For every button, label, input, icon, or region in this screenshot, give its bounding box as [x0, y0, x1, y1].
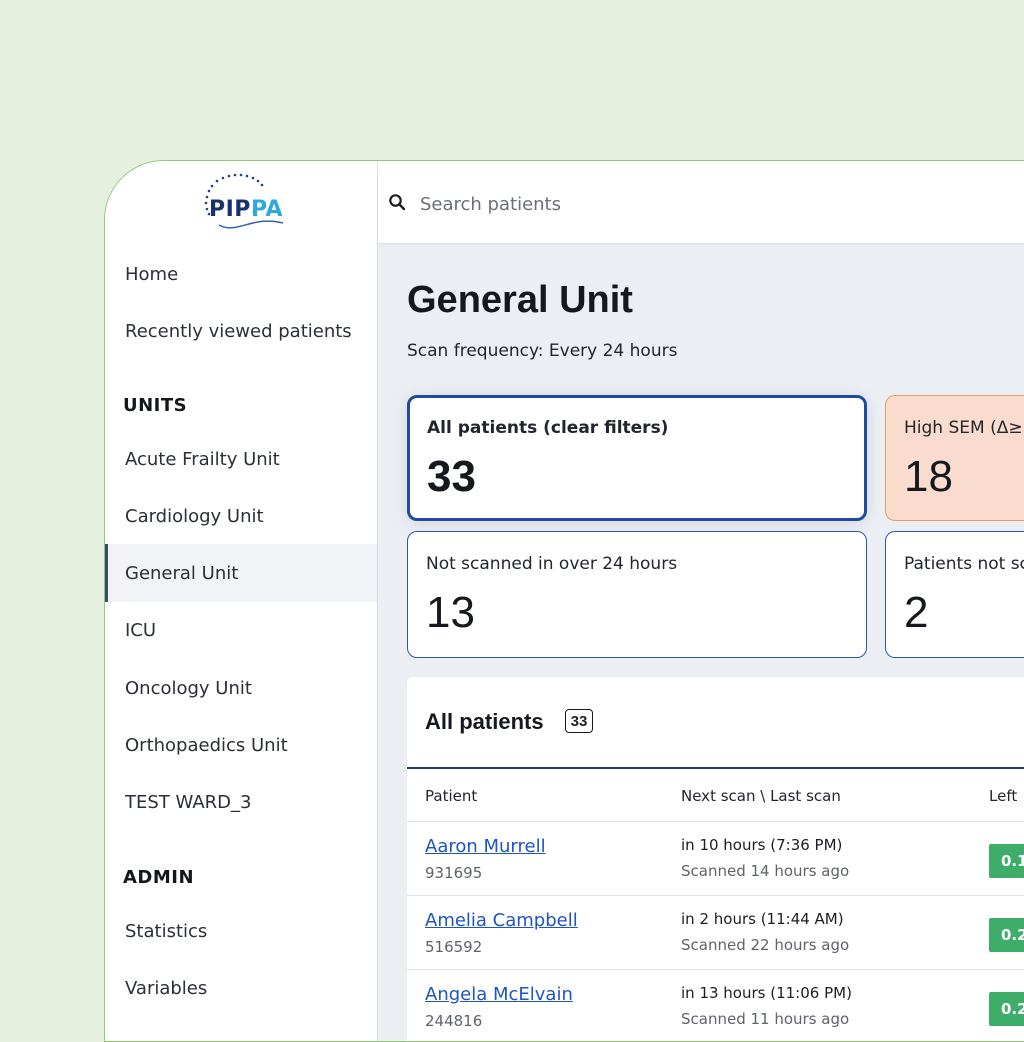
nav-unit-icu[interactable]: ICU: [105, 601, 377, 659]
next-scan: in 10 hours (7:36 PM): [681, 836, 843, 854]
card-all-patients[interactable]: All patients (clear filters) 33: [407, 395, 867, 521]
admin-heading: ADMIN: [123, 867, 195, 888]
left-value-badge: 0.2: [989, 918, 1024, 952]
card-not-scanned[interactable]: Not scanned in over 24 hours 13: [407, 531, 867, 658]
last-scan: Scanned 14 hours ago: [681, 862, 850, 880]
next-scan: in 2 hours (11:44 AM): [681, 910, 844, 928]
table-row[interactable]: Angela McElvain 244816 in 13 hours (11:0…: [407, 969, 1024, 1041]
nav-admin-statistics[interactable]: Statistics: [105, 902, 377, 960]
card-count: 13: [426, 588, 475, 637]
patients-panel: All patients 33 Patient Next scan \ Last…: [407, 677, 1024, 1041]
patient-name-link[interactable]: Angela McElvain: [425, 984, 573, 1005]
card-label: All patients (clear filters): [427, 418, 669, 438]
card-high-sem[interactable]: High SEM (Δ≥ 18: [885, 395, 1024, 521]
app-window: PIPPA Home Recently viewed patients UNIT…: [104, 160, 1024, 1042]
left-value-badge: 0.2: [989, 992, 1024, 1026]
logo-dots-icon: [204, 173, 284, 229]
search-input[interactable]: [418, 185, 802, 223]
pippa-logo[interactable]: PIPPA: [197, 169, 287, 235]
page-title: General Unit: [407, 279, 633, 321]
patient-id: 931695: [425, 864, 483, 882]
nav-unit-oncology[interactable]: Oncology Unit: [105, 659, 377, 717]
card-label: Not scanned in over 24 hours: [426, 554, 678, 574]
nav-home[interactable]: Home: [105, 245, 377, 303]
column-header-scan[interactable]: Next scan \ Last scan: [681, 787, 841, 805]
search-icon[interactable]: [388, 193, 406, 211]
patient-name-link[interactable]: Amelia Campbell: [425, 910, 578, 931]
nav-admin-variables[interactable]: Variables: [105, 959, 377, 1017]
card-count: 18: [904, 452, 953, 501]
nav-unit-label: Cardiology Unit: [125, 505, 264, 527]
nav-admin-label: Statistics: [125, 920, 208, 942]
patients-count-badge: 33: [565, 709, 593, 733]
patients-panel-title: All patients: [425, 709, 544, 734]
nav-home-label: Home: [125, 263, 179, 285]
nav-unit-label: Acute Frailty Unit: [125, 448, 280, 470]
patient-name-link[interactable]: Aaron Murrell: [425, 836, 546, 857]
next-scan: in 13 hours (11:06 PM): [681, 984, 852, 1002]
left-value-badge: 0.1: [989, 844, 1024, 878]
table-row[interactable]: Aaron Murrell 931695 in 10 hours (7:36 P…: [407, 821, 1024, 896]
nav-unit-test-ward-3[interactable]: TEST WARD_3: [105, 773, 377, 831]
nav-unit-label: General Unit: [125, 562, 239, 584]
last-scan: Scanned 11 hours ago: [681, 1010, 850, 1028]
card-label: High SEM (Δ≥: [904, 418, 1023, 438]
nav-unit-general[interactable]: General Unit: [105, 544, 377, 602]
table-row[interactable]: Amelia Campbell 516592 in 2 hours (11:44…: [407, 895, 1024, 970]
nav-recently-viewed-label: Recently viewed patients: [125, 320, 352, 342]
patient-id: 244816: [425, 1012, 483, 1030]
nav-recently-viewed[interactable]: Recently viewed patients: [105, 302, 377, 360]
nav-unit-label: Orthopaedics Unit: [125, 734, 288, 756]
last-scan: Scanned 22 hours ago: [681, 936, 850, 954]
card-label: Patients not sc: [904, 554, 1024, 574]
card-count: 2: [904, 588, 929, 637]
column-header-patient[interactable]: Patient: [425, 787, 478, 805]
nav-unit-label: ICU: [125, 619, 157, 641]
card-patients-not-scanned[interactable]: Patients not sc 2: [885, 531, 1024, 658]
panel-divider: [407, 767, 1024, 769]
nav-unit-cardiology[interactable]: Cardiology Unit: [105, 487, 377, 545]
nav-admin-label: Variables: [125, 977, 208, 999]
sidebar: PIPPA Home Recently viewed patients UNIT…: [105, 161, 378, 1041]
logo-text: PIPPA: [209, 197, 284, 222]
scan-frequency-text: Scan frequency: Every 24 hours: [407, 341, 678, 361]
card-count: 33: [427, 452, 476, 501]
nav-unit-orthopaedics[interactable]: Orthopaedics Unit: [105, 716, 377, 774]
nav-unit-acute-frailty[interactable]: Acute Frailty Unit: [105, 430, 377, 488]
column-header-left[interactable]: Left: [989, 787, 1018, 805]
patient-id: 516592: [425, 938, 483, 956]
nav-unit-label: TEST WARD_3: [125, 791, 252, 813]
top-bar: [378, 161, 1024, 244]
nav-unit-label: Oncology Unit: [125, 677, 252, 699]
units-heading: UNITS: [123, 395, 188, 416]
